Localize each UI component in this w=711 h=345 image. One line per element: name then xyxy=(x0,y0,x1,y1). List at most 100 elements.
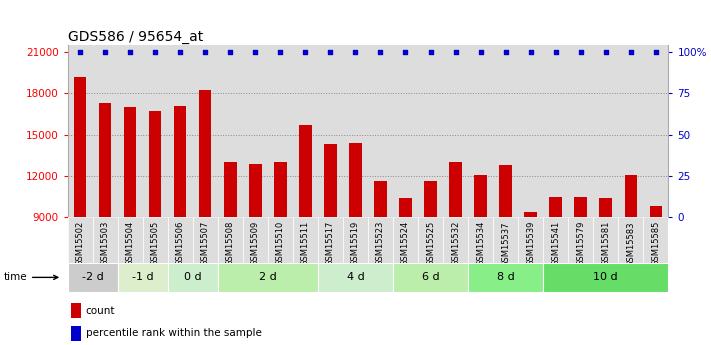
Bar xyxy=(593,45,619,217)
Bar xyxy=(70,326,81,341)
Point xyxy=(100,49,111,55)
Bar xyxy=(393,45,418,217)
Bar xyxy=(242,217,268,264)
Bar xyxy=(274,162,287,217)
Bar xyxy=(643,45,668,217)
Bar xyxy=(318,263,393,292)
Bar xyxy=(242,45,268,217)
Bar xyxy=(249,164,262,217)
Bar xyxy=(117,217,143,264)
Bar xyxy=(74,77,86,217)
Bar xyxy=(643,45,668,217)
Point xyxy=(350,49,361,55)
Bar xyxy=(268,45,293,217)
Bar xyxy=(468,45,493,217)
Bar xyxy=(424,181,437,217)
Bar xyxy=(143,217,168,264)
Bar xyxy=(293,45,318,217)
Bar xyxy=(599,198,612,217)
Text: GSM15524: GSM15524 xyxy=(401,221,410,266)
Bar xyxy=(393,45,418,217)
Text: GSM15507: GSM15507 xyxy=(201,221,210,266)
Bar xyxy=(550,197,562,217)
Bar xyxy=(493,45,518,217)
Text: -2 d: -2 d xyxy=(82,273,104,282)
Text: GDS586 / 95654_at: GDS586 / 95654_at xyxy=(68,30,203,44)
Point xyxy=(525,49,536,55)
Bar xyxy=(443,217,468,264)
Text: GSM15510: GSM15510 xyxy=(276,221,285,266)
Point xyxy=(225,49,236,55)
Bar xyxy=(343,217,368,264)
Bar xyxy=(224,162,237,217)
Point xyxy=(274,49,286,55)
Point xyxy=(475,49,486,55)
Bar xyxy=(92,217,117,264)
Bar xyxy=(493,217,518,264)
Bar xyxy=(68,45,92,217)
Bar xyxy=(543,45,568,217)
Bar xyxy=(568,45,593,217)
Bar xyxy=(624,175,637,217)
Point xyxy=(75,49,86,55)
Bar xyxy=(449,162,462,217)
Bar xyxy=(400,198,412,217)
Point xyxy=(425,49,437,55)
Text: GSM15506: GSM15506 xyxy=(176,221,185,266)
Bar xyxy=(218,45,242,217)
Bar xyxy=(99,103,112,217)
Bar xyxy=(318,217,343,264)
Bar xyxy=(443,45,468,217)
Bar xyxy=(70,303,81,318)
Bar xyxy=(374,181,387,217)
Bar xyxy=(393,263,468,292)
Text: GSM15583: GSM15583 xyxy=(626,221,636,267)
Text: 0 d: 0 d xyxy=(184,273,201,282)
Bar xyxy=(525,212,537,217)
Text: -1 d: -1 d xyxy=(132,273,154,282)
Bar xyxy=(68,45,92,217)
Text: GSM15581: GSM15581 xyxy=(602,221,610,266)
Text: 6 d: 6 d xyxy=(422,273,439,282)
Bar xyxy=(643,217,668,264)
Text: GSM15525: GSM15525 xyxy=(426,221,435,266)
Bar xyxy=(368,217,393,264)
Bar xyxy=(568,45,593,217)
Bar xyxy=(218,263,318,292)
Bar xyxy=(493,45,518,217)
Text: GSM15541: GSM15541 xyxy=(551,221,560,266)
Point xyxy=(299,49,311,55)
Bar xyxy=(518,217,543,264)
Bar xyxy=(293,217,318,264)
Text: GSM15539: GSM15539 xyxy=(526,221,535,266)
Bar xyxy=(349,143,362,217)
Text: GSM15517: GSM15517 xyxy=(326,221,335,266)
Point xyxy=(149,49,161,55)
Text: GSM15519: GSM15519 xyxy=(351,221,360,266)
Bar xyxy=(393,217,418,264)
Point xyxy=(400,49,411,55)
Text: GSM15502: GSM15502 xyxy=(75,221,85,266)
Text: 8 d: 8 d xyxy=(497,273,515,282)
Point xyxy=(124,49,136,55)
Bar xyxy=(218,45,242,217)
Bar xyxy=(143,45,168,217)
Text: 4 d: 4 d xyxy=(346,273,364,282)
Bar xyxy=(117,263,168,292)
Bar xyxy=(619,217,643,264)
Text: GSM15505: GSM15505 xyxy=(151,221,160,266)
Bar xyxy=(468,263,543,292)
Bar xyxy=(518,45,543,217)
Text: GSM15503: GSM15503 xyxy=(100,221,109,266)
Point xyxy=(250,49,261,55)
Bar xyxy=(619,45,643,217)
Bar xyxy=(593,217,619,264)
Bar xyxy=(193,45,218,217)
Bar xyxy=(324,144,336,217)
Bar xyxy=(168,45,193,217)
Bar xyxy=(168,45,193,217)
Text: count: count xyxy=(85,306,115,316)
Bar xyxy=(593,45,619,217)
Point xyxy=(650,49,661,55)
Bar xyxy=(268,217,293,264)
